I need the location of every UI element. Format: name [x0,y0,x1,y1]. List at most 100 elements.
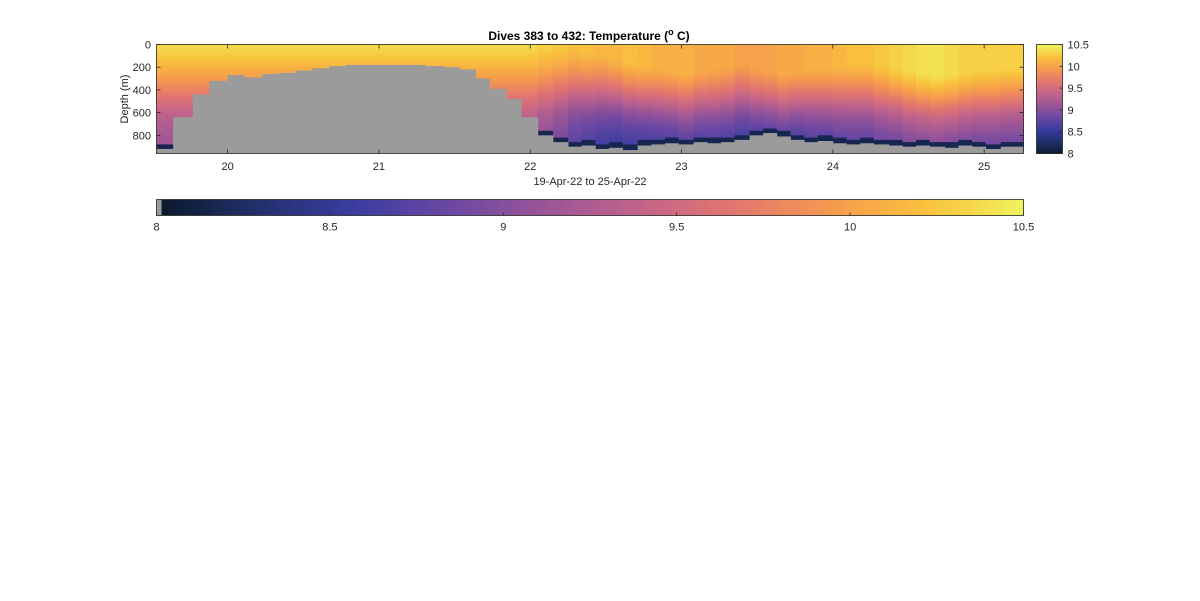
heatmap-cell [720,101,735,104]
heatmap-cell [581,117,596,120]
heatmap-cell [944,103,959,107]
heatmap-cells [156,44,1024,151]
heatmap-cell [916,78,931,82]
heatmap-cell [608,83,623,86]
heatmap-cell [1000,89,1024,93]
heatmap-cell [734,94,751,98]
heatmap-cell [581,94,596,98]
heatmap-cell [595,110,610,114]
heatmap-cell [944,119,959,123]
heatmap-cell [790,130,805,134]
heatmap-cell [637,103,652,107]
heatmap-cell [595,76,610,79]
heatmap-cell [916,142,931,145]
heatmap-cell [622,114,639,118]
heatmap-cell [608,133,623,136]
heatmap-cell [860,62,875,66]
heatmap-cell [568,108,583,111]
heatmap-cell [552,55,569,59]
heatmap-cell [156,49,174,52]
heatmap-cell [707,89,722,93]
heatmap-cell [156,142,174,145]
heatmap-cell [209,60,229,64]
heatmap-cell [506,78,522,82]
heatmap-cell [720,51,735,54]
heatmap-cell [804,99,819,102]
heatmap-cell [734,135,751,138]
heatmap-cell [972,114,987,118]
heatmap-cell [944,89,959,93]
heatmap-cell [678,49,695,52]
heatmap-cell [279,46,297,50]
heatmap-cell [209,49,229,52]
heatmap-cell [552,58,569,61]
heatmap-cell [944,55,959,59]
heatmap-cell [707,83,722,86]
heatmap-cell [832,117,847,120]
heatmap-cell [537,94,554,98]
heatmap-cell [622,137,639,141]
seafloor-cell [156,148,174,154]
heatmap-cell [425,60,445,64]
heatmap-cell [521,85,539,89]
heatmap-cell [804,64,819,68]
heatmap-cell [846,51,861,54]
heatmap-cell [489,76,507,79]
side-colorbar-swatch [1036,109,1063,113]
heatmap-cell [693,83,708,86]
heatmap-cell [804,89,819,93]
heatmap-cell [985,74,1002,77]
heatmap-cell [664,64,679,68]
heatmap-cell [595,58,610,61]
heatmap-cell [312,55,330,59]
heatmap-cell [720,123,735,127]
heatmap-cell [860,53,875,57]
heatmap-cell [902,144,917,148]
bottom-colorbar-swatch [1016,199,1024,216]
heatmap-cell [608,85,623,89]
heatmap-cell [860,142,875,144]
seafloor-cell [888,145,903,154]
heatmap-cell [521,64,539,68]
heatmap-cell [1000,110,1024,114]
heatmap-cell [749,53,764,57]
heatmap-cell [790,105,805,109]
heatmap-cell [832,112,847,116]
heatmap-cell [804,126,819,129]
bottom-colorbar-swatch [879,199,888,216]
bottom-colorbar-swatch [441,199,450,216]
heatmap-cell [902,96,917,100]
heatmap-cell [972,87,987,91]
heatmap-cell [846,78,861,82]
heatmap-cell [156,92,174,95]
heatmap-cell [595,108,610,111]
heatmap-cell [489,64,507,68]
heatmap-cell [693,49,708,52]
heatmap-cell [720,78,735,82]
bottom-colorbar-swatch [937,199,945,216]
heatmap-cell [832,126,847,129]
side-colorbar-swatch [1036,77,1063,80]
heatmap-cell [489,87,507,90]
heatmap-cell [985,121,1002,125]
heatmap-cell [156,139,174,143]
heatmap-cell [707,117,722,120]
heatmap-cell [622,126,639,129]
bottom-colorbar-swatch [183,199,191,216]
heatmap-cell [944,80,959,84]
heatmap-cell [888,92,903,95]
bottom-colorbar-swatch [829,199,838,216]
heatmap-cell [929,60,946,64]
heatmap-cell [262,69,280,73]
heatmap-cell [1000,142,1024,145]
heatmap-cell [377,44,393,48]
heatmap-cell [295,51,313,54]
bottom-colorbar-swatch [621,199,629,216]
seafloor-cell [312,68,330,154]
side-colorbar-swatch [1036,89,1063,93]
heatmap-cell [734,53,751,57]
heatmap-cell [521,74,539,77]
heatmap-cell [693,103,708,107]
heatmap-cell [608,46,623,50]
heatmap-cell [763,123,778,127]
